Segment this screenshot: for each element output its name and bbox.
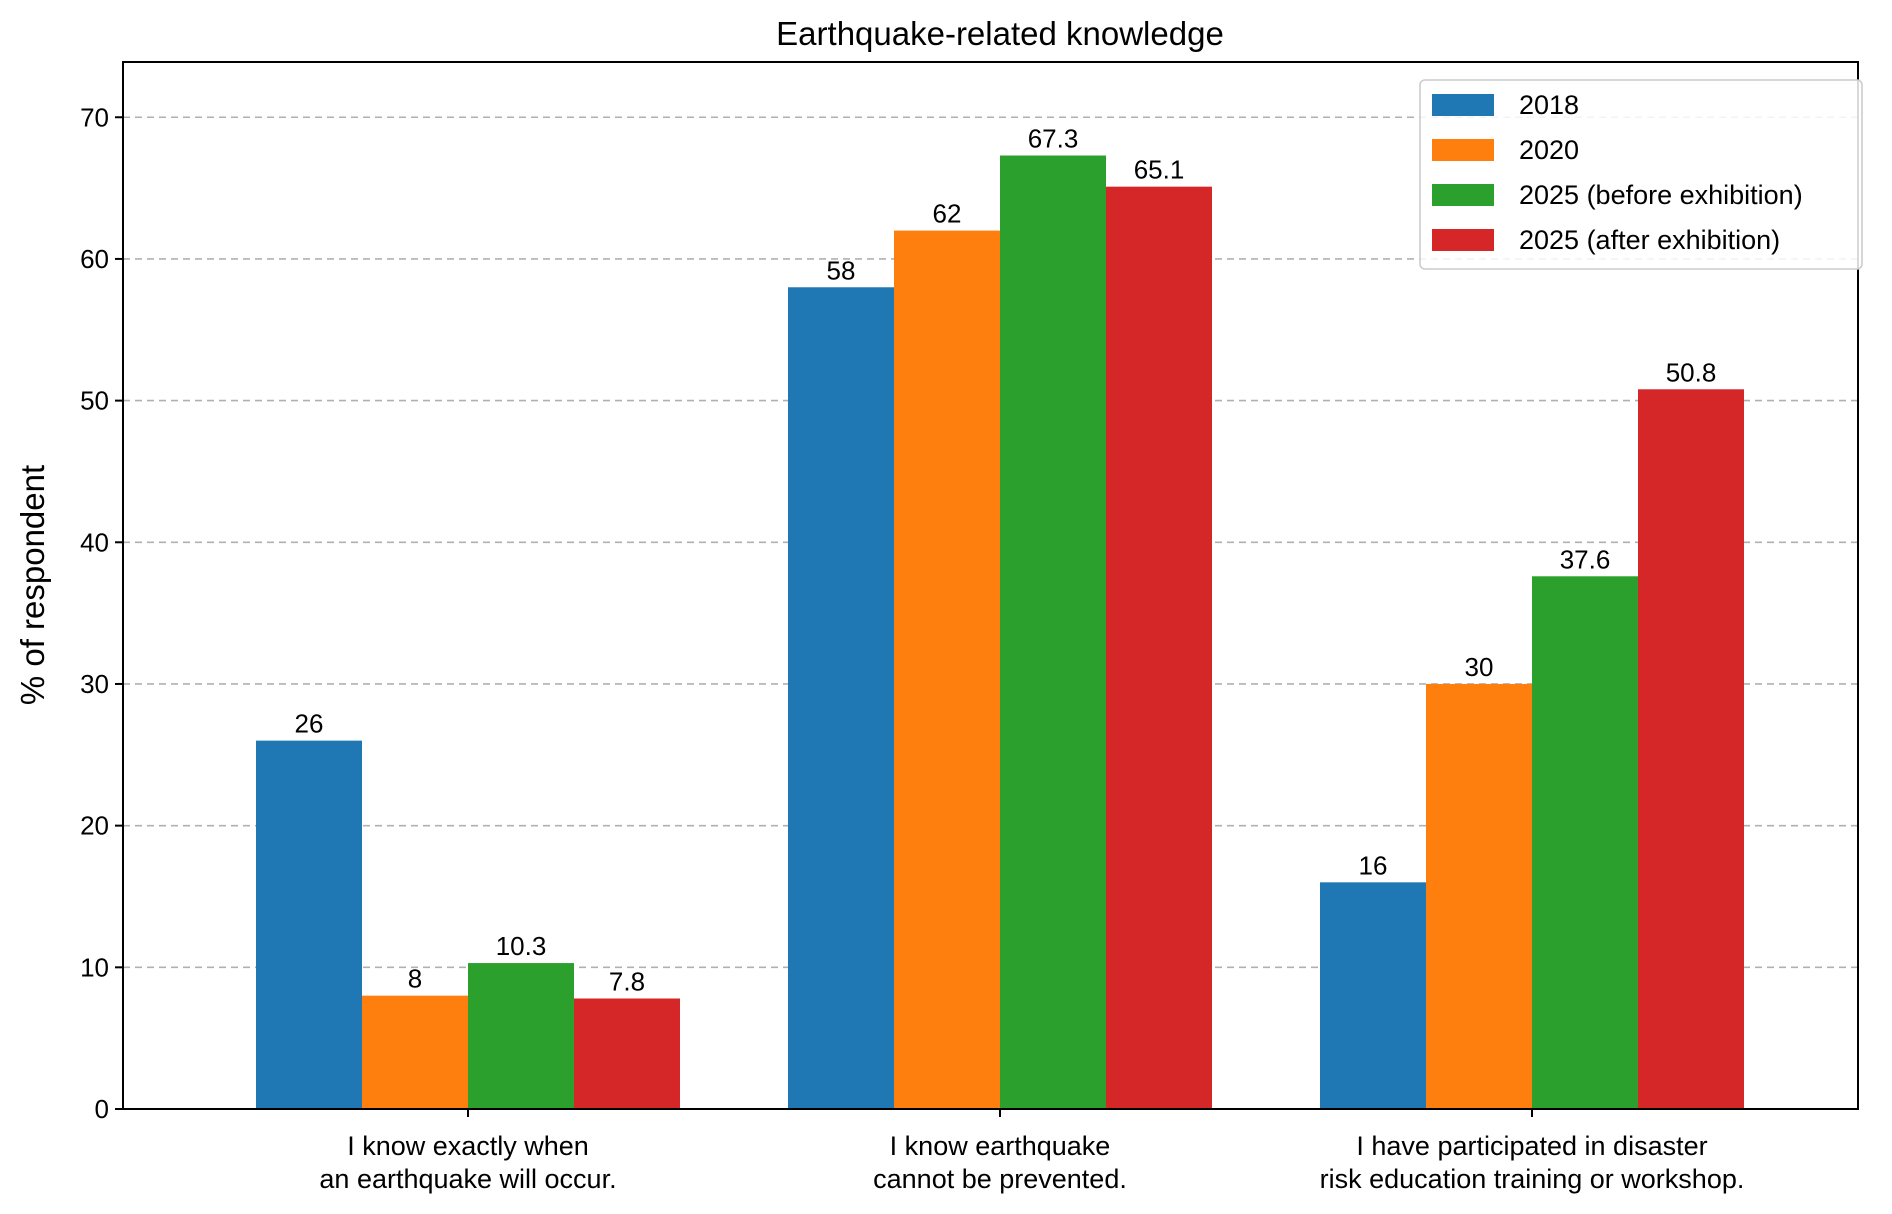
x-tick-label: I know exactly when [347, 1131, 589, 1161]
legend-swatch [1432, 229, 1494, 251]
y-tick-label: 10 [80, 952, 109, 982]
bar [468, 963, 574, 1109]
y-axis-label: % of respondent [14, 465, 51, 705]
y-tick-label: 30 [80, 669, 109, 699]
bar-value-label: 16 [1359, 850, 1388, 880]
bar [1106, 186, 1212, 1110]
plot-frame [122, 61, 1859, 1110]
bar [574, 998, 680, 1109]
legend-label: 2020 [1519, 135, 1579, 165]
bar [788, 287, 894, 1109]
x-tick-label: risk education training or workshop. [1320, 1164, 1745, 1194]
legend-label: 2018 [1519, 90, 1579, 120]
bar [256, 740, 362, 1109]
x-tick-label: an earthquake will occur. [319, 1164, 616, 1194]
bar-value-label: 10.3 [496, 931, 547, 961]
bar-value-label: 58 [827, 255, 856, 285]
legend-swatch [1432, 94, 1494, 116]
y-tick-label: 0 [95, 1094, 109, 1124]
legend: 2018 2020 2025 (before exhibition) 2025 (af… [1419, 79, 1863, 270]
bar [1320, 882, 1426, 1109]
y-tick-label: 20 [80, 811, 109, 841]
y-tick-label: 60 [80, 244, 109, 274]
legend-label: 2025 (after exhibition) [1519, 225, 1780, 255]
bar [1638, 389, 1744, 1109]
y-tick-label: 70 [80, 102, 109, 132]
bar [1426, 683, 1532, 1109]
legend-label: 2025 (before exhibition) [1519, 180, 1803, 210]
legend-box [1419, 79, 1863, 270]
data-labels: 26 58 16 8 62 30 10.3 67.3 37.6 7.8 65.1 50.8 [295, 124, 1717, 997]
y-tick-label: 40 [80, 527, 109, 557]
bar-value-label: 7.8 [609, 966, 645, 996]
bar-value-label: 30 [1465, 652, 1494, 682]
bar-value-label: 62 [933, 199, 962, 229]
bar-value-label: 67.3 [1028, 124, 1079, 154]
x-tick-label: I have participated in disaster [1356, 1131, 1707, 1161]
chart-title: Earthquake-related knowledge [776, 15, 1224, 52]
bar-value-label: 26 [295, 709, 324, 739]
bars [256, 155, 1744, 1110]
legend-swatch [1432, 184, 1494, 206]
bar [1532, 576, 1638, 1109]
x-tick-label: I know earthquake [890, 1131, 1111, 1161]
bar [894, 230, 1000, 1110]
bar-value-label: 37.6 [1560, 544, 1611, 574]
bar-value-label: 8 [408, 964, 422, 994]
bar-value-label: 65.1 [1134, 155, 1185, 185]
bar [362, 995, 468, 1109]
legend-swatch [1432, 139, 1494, 161]
y-tick-label: 50 [80, 386, 109, 416]
x-tick-label: cannot be prevented. [873, 1164, 1127, 1194]
bar-value-label: 50.8 [1666, 357, 1717, 387]
bar [1000, 155, 1106, 1109]
